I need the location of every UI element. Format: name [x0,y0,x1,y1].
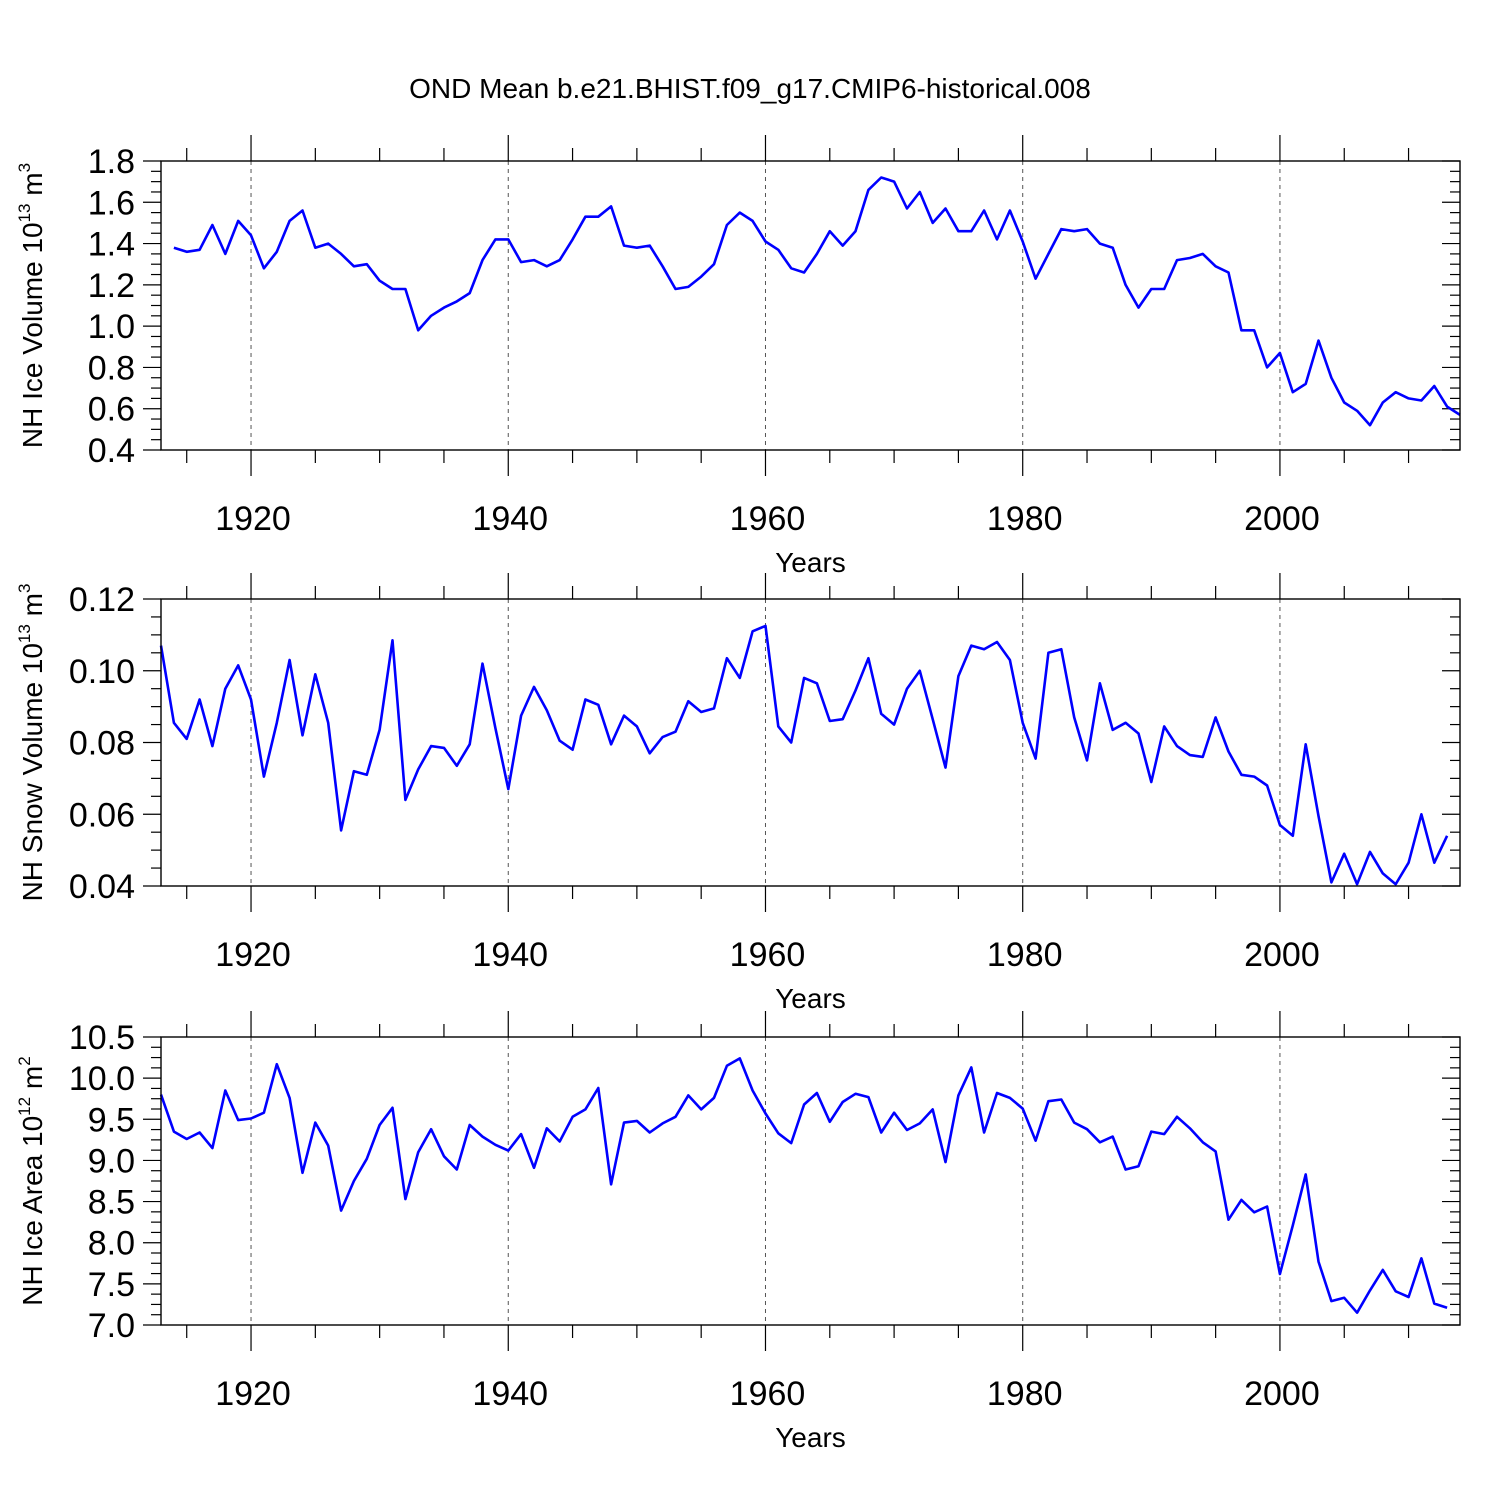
x-tick-label: 1940 [472,500,548,538]
plot-frame [160,1036,1461,1326]
y-tick-label: 7.0 [88,1307,135,1345]
x-tick-label: 1940 [472,1375,548,1413]
y-tick-label: 10.0 [69,1060,135,1098]
y-tick-label: 1.6 [88,184,135,222]
y-tick-label: 8.5 [88,1184,135,1222]
y-tick-label: 1.4 [88,226,135,264]
y-tick-label: 1.0 [88,308,135,346]
x-axis-label: Years [775,983,846,1014]
x-tick-label: 1960 [730,1375,806,1413]
y-tick-label: 9.0 [88,1142,135,1180]
nh-ice-volume-panel: 0.40.6 0.81.01.21.4 1.61.8 1920 1940 1960 1980… [15,135,1461,578]
x-axis-label: Years [775,1422,846,1453]
y-tick-label: 0.6 [88,391,135,429]
figure-title: OND Mean b.e21.BHIST.f09_g17.CMIP6-histo… [409,73,1091,104]
y-tick-label: 9.5 [88,1101,135,1139]
y-tick-label: 1.8 [88,143,135,181]
y-tick-label: 0.4 [88,432,135,470]
x-tick-label: 2000 [1244,1375,1320,1413]
nh-ice-area-series-line [159,1057,1448,1314]
x-tick-label: 2000 [1244,936,1320,974]
y-tick-label: 8.0 [88,1225,135,1263]
x-tick-label: 1920 [215,500,291,538]
x-tick-label: 1980 [987,500,1063,538]
x-tick-label: 2000 [1244,500,1320,538]
x-tick-label: 1960 [730,500,806,538]
y-tick-label: 0.08 [69,725,135,763]
y-tick-label: 1.2 [88,267,135,305]
nh-ice-volume-series-line [173,176,1461,427]
y-axis-label: NH Snow Volume 1013 m3 [15,584,48,902]
y-tick-label: 7.5 [88,1266,135,1304]
nh-snow-volume-series-line [159,624,1449,886]
y-tick-label: 10.5 [69,1019,135,1057]
y-tick-label: 0.10 [69,653,135,691]
y-tick-label: 0.12 [69,581,135,619]
x-tick-label: 1960 [730,936,806,974]
nh-ice-area-panel: 7.07.58.08.5 9.09.510.010.5 1920 1940 1960 19… [15,1011,1461,1453]
plot-frame [160,598,1461,887]
x-tick-label: 1920 [215,1375,291,1413]
x-tick-label: 1920 [215,936,291,974]
x-axis-label: Years [775,547,846,578]
plot-frame [160,160,1461,451]
x-tick-label: 1940 [472,936,548,974]
y-tick-label: 0.06 [69,796,135,834]
x-tick-label: 1980 [987,1375,1063,1413]
y-axis-label: NH Ice Area 1012 m2 [15,1056,48,1305]
x-tick-label: 1980 [987,936,1063,974]
y-tick-label: 0.8 [88,349,135,387]
nh-snow-volume-panel: 0.04 0.06 0.08 0.10 0.12 1920 1940 1960 1980 2000… [15,573,1461,1014]
y-axis-label: NH Ice Volume 1013 m3 [15,163,48,448]
y-tick-label: 0.04 [69,868,135,906]
